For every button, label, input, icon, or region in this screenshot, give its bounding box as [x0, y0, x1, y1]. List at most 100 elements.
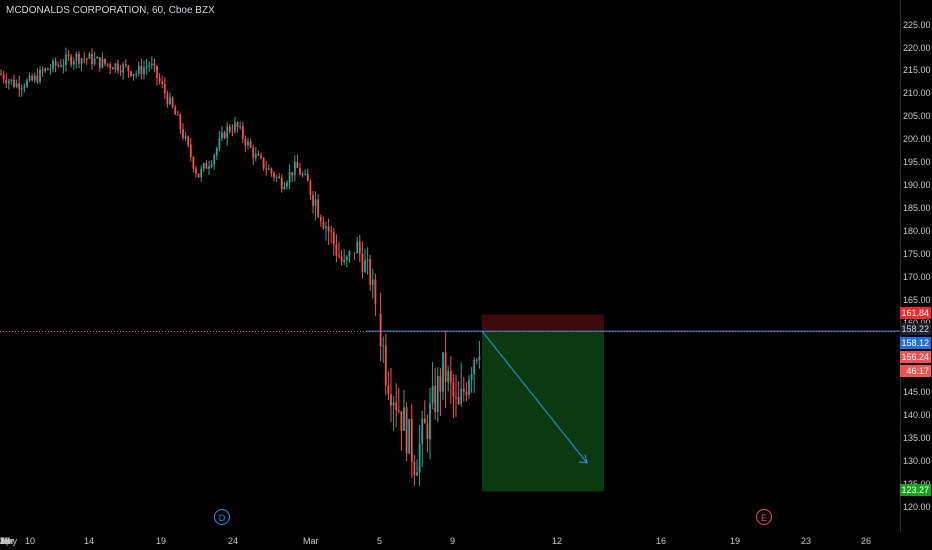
- candle-body-21: [54, 60, 57, 66]
- candle-body-134: [348, 250, 351, 257]
- candle-body-36: [93, 58, 96, 65]
- y-tick-label: 205.00: [903, 111, 931, 122]
- x-tick-label: 30: [0, 536, 11, 546]
- candle-body-8: [20, 88, 23, 90]
- candle-body-175: [460, 388, 463, 404]
- candle-body-11: [28, 75, 31, 81]
- candle-body-77: [200, 168, 203, 178]
- y-tick-label: 225.00: [903, 19, 931, 30]
- candle-body-100: [260, 155, 262, 158]
- candle-body-81: [210, 164, 213, 167]
- candle-body-147: [387, 385, 390, 394]
- earnings-marker[interactable]: E: [756, 509, 772, 525]
- x-tick-label: 19: [156, 536, 167, 546]
- candle-body-167: [439, 376, 442, 392]
- candle-body-115: [299, 167, 301, 175]
- y-tick-label: 140.00: [903, 409, 931, 420]
- x-tick-label: May: [0, 536, 18, 546]
- candle-body-182: [478, 356, 481, 360]
- candle-body-101: [262, 157, 265, 169]
- x-tick-label: 12: [552, 536, 563, 546]
- candle-body-28: [72, 60, 75, 65]
- candle-body-66: [171, 97, 174, 108]
- candle-body-159: [418, 443, 421, 473]
- price-label: 156.24: [900, 351, 931, 363]
- candle-body-86: [223, 132, 226, 139]
- candle-body-97: [252, 147, 255, 158]
- candle-body-133: [345, 256, 348, 261]
- candle-body-31: [80, 58, 83, 64]
- price-label: 158.22: [900, 323, 931, 335]
- candle-body-15: [39, 69, 41, 83]
- candle-body-107: [278, 176, 281, 179]
- candle-body-109: [283, 186, 286, 190]
- candle-body-70: [182, 128, 184, 139]
- candle-body-9: [23, 86, 26, 89]
- candle-body-112: [291, 171, 294, 176]
- candle-body-155: [408, 419, 411, 454]
- candle-body-95: [247, 141, 249, 146]
- candle-body-20: [52, 60, 54, 70]
- y-tick-label: 120.00: [903, 501, 931, 512]
- candle-body-92: [239, 126, 242, 128]
- candle-body-163: [429, 403, 431, 439]
- candle-body-35: [91, 53, 93, 65]
- candle-body-130: [338, 255, 340, 257]
- candle-body-99: [257, 154, 260, 156]
- candle-body-75: [195, 168, 197, 174]
- candle-body-179: [470, 374, 473, 380]
- x-tick-label: 27: [0, 536, 11, 546]
- candle-body-170: [447, 371, 450, 383]
- x-tick-label: 16: [0, 536, 11, 546]
- candle-body-42: [109, 64, 112, 68]
- x-tick-label: 22: [0, 536, 11, 546]
- candle-body-156: [410, 419, 413, 462]
- dividend-marker[interactable]: D: [214, 509, 230, 525]
- candle-body-68: [176, 114, 179, 116]
- candle-body-165: [434, 385, 437, 412]
- candle-body-174: [457, 397, 460, 404]
- candle-body-129: [335, 243, 338, 256]
- candle-body-160: [421, 418, 424, 444]
- candle-body-48: [124, 64, 127, 66]
- candle-body-127: [330, 231, 333, 233]
- candle-body-119: [309, 181, 312, 195]
- candle-body-13: [33, 75, 36, 81]
- y-tick-label: 180.00: [903, 226, 931, 237]
- candle-body-65: [169, 97, 171, 104]
- candle-body-145: [382, 345, 385, 347]
- candle-body-0: [0, 73, 2, 75]
- candle-body-176: [462, 388, 465, 392]
- candle-body-91: [236, 122, 239, 128]
- candle-body-82: [213, 155, 216, 165]
- candle-body-118: [306, 174, 309, 182]
- y-tick-label: 135.00: [903, 432, 931, 443]
- candle-body-1: [2, 74, 5, 80]
- candle-body-49: [127, 65, 130, 72]
- candle-body-161: [423, 418, 426, 424]
- candle-body-169: [444, 352, 447, 383]
- x-tick-label: 26: [861, 536, 872, 546]
- dividend-marker-label: D: [218, 513, 226, 523]
- y-tick-label: 170.00: [903, 272, 931, 282]
- y-tick-label: 220.00: [903, 42, 931, 53]
- candle-body-79: [205, 163, 208, 169]
- y-tick-label: 125.00: [903, 479, 931, 489]
- candle-body-164: [431, 385, 434, 404]
- candle-body-7: [18, 83, 21, 90]
- candle-body-12: [31, 75, 34, 81]
- candle-body-33: [85, 58, 88, 60]
- candle-body-52: [135, 73, 138, 75]
- candle-body-132: [343, 260, 346, 263]
- x-tick-label: 19: [730, 536, 741, 546]
- candle-body-103: [267, 168, 270, 170]
- symbol-title: MCDONALDS CORPORATION, 60, Cboe BZX: [6, 5, 215, 16]
- candle-body-146: [384, 345, 387, 386]
- candle-body-37: [96, 57, 99, 59]
- candle-body-10: [26, 80, 28, 87]
- candle-body-105: [273, 173, 275, 178]
- candle-body-54: [140, 65, 143, 75]
- candle-body-89: [231, 131, 234, 133]
